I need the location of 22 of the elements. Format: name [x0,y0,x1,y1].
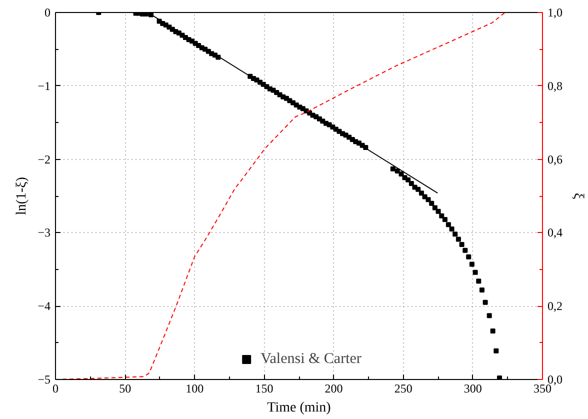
y-tick-label: 0 [44,6,50,20]
x-tick-label: 150 [255,382,274,396]
x-tick-label: 50 [119,382,132,396]
y2-tick-label: 0,0 [548,372,562,386]
y2-axis-title: ξ [570,192,586,200]
y-tick-label: −1 [38,78,51,93]
y2-tick-label: 0,4 [548,226,562,240]
y-tick-label: −3 [38,226,51,240]
x-axis-title: Time (min) [267,400,332,416]
x-tick-label: 250 [394,382,412,396]
y2-tick-label: 0,8 [548,78,562,93]
y2-tick-label: 1,0 [548,6,562,20]
y-axis-title: ln(1-ξ) [14,176,30,216]
y2-tick-label: 0,6 [548,152,562,166]
x-tick-label: 300 [464,382,482,396]
y-tick-label: −4 [38,299,51,314]
x-tick-label: 100 [186,382,204,396]
y-tick-label: −5 [38,372,51,386]
legend-label: Valensi & Carter [260,350,362,368]
y2-tick-label: 0,2 [548,299,562,314]
y-tick-label: −2 [38,152,51,166]
x-tick-label: 200 [324,382,343,396]
